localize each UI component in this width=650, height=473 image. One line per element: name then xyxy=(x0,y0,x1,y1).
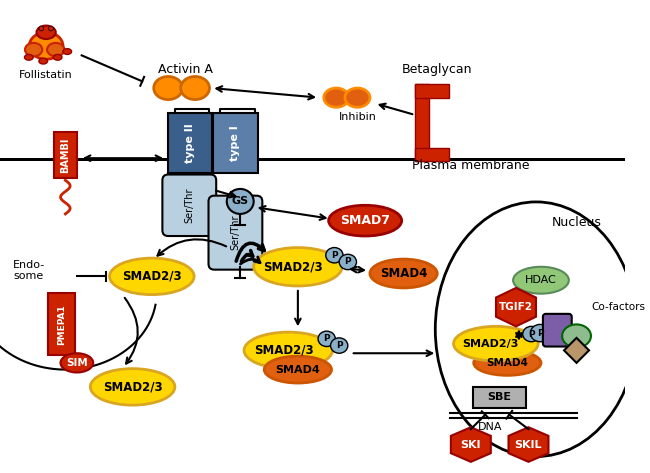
Text: TGIF2: TGIF2 xyxy=(499,302,533,312)
Text: P: P xyxy=(324,334,330,343)
Text: type I: type I xyxy=(230,125,240,161)
Text: P: P xyxy=(344,257,351,266)
Bar xyxy=(415,84,448,97)
Text: BAMBI: BAMBI xyxy=(60,138,70,173)
Ellipse shape xyxy=(523,326,540,342)
Ellipse shape xyxy=(25,54,33,60)
Ellipse shape xyxy=(63,49,72,54)
Text: SBE: SBE xyxy=(488,393,512,403)
Ellipse shape xyxy=(345,88,370,107)
Text: SMAD4: SMAD4 xyxy=(486,358,528,368)
Ellipse shape xyxy=(110,258,194,295)
Polygon shape xyxy=(508,427,549,462)
Text: P: P xyxy=(336,341,343,350)
Ellipse shape xyxy=(474,350,541,376)
Text: PMEPA1: PMEPA1 xyxy=(57,304,66,345)
Text: Follistatin: Follistatin xyxy=(20,70,73,79)
Ellipse shape xyxy=(562,324,591,348)
Text: SKIL: SKIL xyxy=(515,439,542,449)
Text: SMAD2/3: SMAD2/3 xyxy=(263,260,323,273)
Polygon shape xyxy=(451,427,491,462)
Ellipse shape xyxy=(530,324,550,342)
Text: P: P xyxy=(331,251,338,260)
Ellipse shape xyxy=(49,26,53,31)
Ellipse shape xyxy=(326,247,343,263)
Ellipse shape xyxy=(39,26,44,31)
Text: Ser/Thr: Ser/Thr xyxy=(230,214,240,250)
Ellipse shape xyxy=(318,331,335,347)
Bar xyxy=(415,148,448,161)
Text: Nucleus: Nucleus xyxy=(552,216,601,229)
Text: Activin A: Activin A xyxy=(158,63,213,76)
Bar xyxy=(48,293,75,355)
Ellipse shape xyxy=(254,247,342,286)
Ellipse shape xyxy=(154,77,183,100)
Text: type II: type II xyxy=(185,123,195,163)
Ellipse shape xyxy=(60,353,93,372)
FancyBboxPatch shape xyxy=(162,175,216,236)
Text: SMAD4: SMAD4 xyxy=(380,267,427,280)
Bar xyxy=(415,84,428,161)
Ellipse shape xyxy=(25,43,42,56)
Text: SMAD7: SMAD7 xyxy=(340,214,390,227)
Ellipse shape xyxy=(370,259,437,288)
Text: Endo-
some: Endo- some xyxy=(13,260,45,281)
Text: P: P xyxy=(537,329,543,338)
Ellipse shape xyxy=(265,356,332,383)
Ellipse shape xyxy=(513,267,569,294)
Ellipse shape xyxy=(39,58,47,64)
Text: SIM: SIM xyxy=(66,358,88,368)
Text: Plasma membrane: Plasma membrane xyxy=(412,159,530,172)
Text: HDAC: HDAC xyxy=(525,275,557,285)
Ellipse shape xyxy=(244,332,332,368)
Ellipse shape xyxy=(339,254,356,270)
Text: P: P xyxy=(528,330,535,339)
Bar xyxy=(0,158,625,165)
Text: DNA: DNA xyxy=(478,422,502,432)
Ellipse shape xyxy=(454,326,538,361)
Ellipse shape xyxy=(47,43,64,56)
Ellipse shape xyxy=(331,338,348,353)
FancyBboxPatch shape xyxy=(209,196,263,270)
Bar xyxy=(0,161,625,172)
Text: SMAD2/3: SMAD2/3 xyxy=(255,344,314,357)
Bar xyxy=(168,113,213,173)
Ellipse shape xyxy=(181,77,209,100)
Text: Ser/Thr: Ser/Thr xyxy=(185,187,194,223)
Text: SMAD2/3: SMAD2/3 xyxy=(462,339,518,349)
Bar xyxy=(0,165,625,172)
Text: SMAD2/3: SMAD2/3 xyxy=(103,380,162,394)
Text: SMAD2/3: SMAD2/3 xyxy=(122,270,181,283)
Text: SKI: SKI xyxy=(461,439,481,449)
Bar xyxy=(213,113,257,173)
Ellipse shape xyxy=(53,54,62,60)
Text: GS: GS xyxy=(231,196,249,206)
FancyBboxPatch shape xyxy=(543,314,572,347)
Ellipse shape xyxy=(36,26,56,39)
Text: Inhibin: Inhibin xyxy=(339,112,376,122)
Text: Betaglycan: Betaglycan xyxy=(402,63,473,76)
Ellipse shape xyxy=(29,32,63,59)
Ellipse shape xyxy=(227,189,254,214)
Bar xyxy=(54,132,77,178)
Ellipse shape xyxy=(324,88,349,107)
Polygon shape xyxy=(496,288,536,326)
Text: SMAD4: SMAD4 xyxy=(276,365,320,375)
Bar xyxy=(473,387,526,408)
Polygon shape xyxy=(564,338,589,363)
Ellipse shape xyxy=(90,368,175,405)
Ellipse shape xyxy=(329,205,402,236)
Text: Co-factors: Co-factors xyxy=(591,302,645,312)
